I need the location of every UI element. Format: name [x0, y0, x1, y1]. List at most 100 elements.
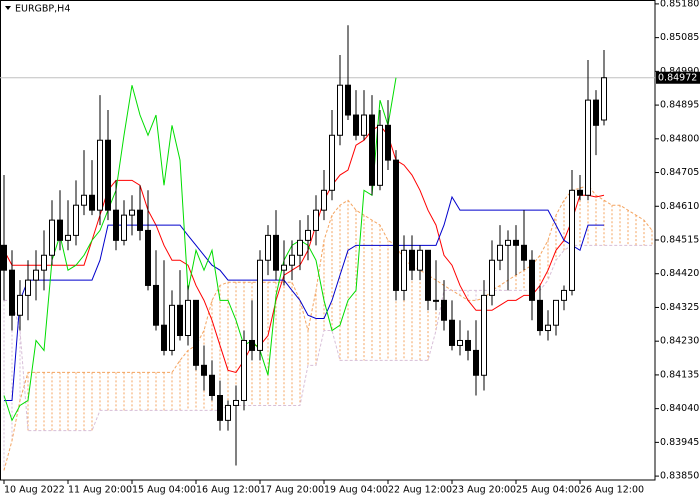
- last-price-box: [656, 71, 700, 84]
- candle-body: [465, 339, 471, 351]
- candle-body: [305, 229, 311, 241]
- x-tick-label: 26 Aug 12:00: [580, 485, 644, 496]
- x-tick-label: 11 Aug 20:00: [68, 485, 132, 496]
- y-tick-label: 0.84325: [660, 302, 699, 313]
- candle-body: [9, 269, 15, 316]
- candle-body: [289, 254, 295, 266]
- candle-body: [217, 395, 223, 421]
- y-tick-label: 0.85085: [660, 32, 699, 43]
- candle-body: [593, 99, 599, 126]
- candle-body: [521, 244, 527, 261]
- y-tick-label: 0.85180: [660, 0, 699, 9]
- x-tick-label: 22 Aug 12:00: [388, 485, 452, 496]
- candle-body: [17, 294, 23, 316]
- candle-body: [585, 99, 591, 196]
- y-tick-label: 0.83850: [660, 471, 699, 482]
- candle-body: [329, 134, 335, 191]
- candle-body: [121, 214, 127, 241]
- y-tick-label: 0.84990: [660, 66, 699, 77]
- senkou-span-a: [3, 184, 653, 471]
- candle-body: [345, 84, 351, 116]
- candle-body: [377, 124, 383, 186]
- candle-body: [457, 339, 463, 346]
- candle-body: [361, 114, 367, 136]
- indicator-line: [3, 124, 605, 374]
- y-tick-label: 0.84230: [660, 336, 699, 347]
- candle-body: [489, 259, 495, 296]
- candle-body: [417, 249, 423, 271]
- candle-body: [241, 339, 247, 401]
- y-tick-label: 0.84515: [660, 235, 699, 246]
- candle-body: [537, 299, 543, 332]
- candle-body: [313, 209, 319, 231]
- x-tick-label: 15 Aug 04:00: [132, 485, 196, 496]
- candle-body: [1, 244, 7, 271]
- candle-body: [113, 209, 119, 241]
- candle-body: [449, 319, 455, 346]
- candle-body: [385, 124, 391, 161]
- y-tick-label: 0.84610: [660, 201, 699, 212]
- candle-body: [529, 259, 535, 301]
- candle-body: [177, 304, 183, 337]
- candle-body: [193, 299, 199, 366]
- candle-body: [553, 299, 559, 326]
- x-tick-label: 10 Aug 2022: [4, 485, 65, 496]
- candle-body: [425, 249, 431, 301]
- y-tick-label: 0.84895: [660, 100, 699, 111]
- candle-body: [225, 404, 231, 421]
- candle-body: [473, 349, 479, 376]
- candle-body: [137, 209, 143, 231]
- indicator-line: [3, 77, 397, 422]
- last-price-label: 0.84972: [658, 72, 697, 83]
- candle-body: [577, 189, 583, 196]
- y-tick-label: 0.84135: [660, 369, 699, 380]
- candle-body: [49, 219, 55, 256]
- candle-body: [169, 304, 175, 351]
- candle-body: [161, 324, 167, 351]
- candle-body: [505, 239, 511, 246]
- candle-body: [57, 219, 63, 241]
- candle-body: [513, 239, 519, 246]
- candle-body: [369, 114, 375, 186]
- candle-body: [97, 139, 103, 211]
- candle-body: [321, 189, 327, 211]
- candle-body: [561, 289, 567, 301]
- candle-body: [145, 229, 151, 286]
- candle-body: [201, 364, 207, 376]
- candle-body: [265, 234, 271, 261]
- x-tick-label: 23 Aug 20:00: [452, 485, 516, 496]
- candle-body: [41, 254, 47, 271]
- candle-body: [273, 234, 279, 271]
- candle-body: [393, 159, 399, 291]
- candle-body: [233, 399, 239, 406]
- x-tick-label: 17 Aug 20:00: [260, 485, 324, 496]
- candle-body: [497, 244, 503, 261]
- candle-body: [65, 234, 71, 241]
- senkou-span-b: [4, 244, 652, 432]
- indicator-line: [4, 195, 604, 401]
- candle-body: [337, 84, 343, 136]
- candle-body: [25, 279, 31, 296]
- candle-body: [409, 249, 415, 271]
- candle-body: [545, 324, 551, 332]
- candle-body: [185, 299, 191, 337]
- candle-body: [281, 264, 287, 271]
- candle-body: [153, 284, 159, 326]
- candle-body: [105, 139, 111, 211]
- chart-title: EURGBP,H4: [15, 4, 70, 15]
- candle-body: [81, 194, 87, 206]
- candle-body: [433, 299, 439, 302]
- candle-body: [353, 114, 359, 136]
- y-tick-label: 0.84705: [660, 167, 699, 178]
- title-icon: [5, 6, 11, 10]
- candle-body: [33, 269, 39, 281]
- candle-body: [257, 259, 263, 351]
- x-tick-label: 25 Aug 04:00: [516, 485, 580, 496]
- candle-body: [73, 204, 79, 236]
- candle-body: [601, 77, 607, 121]
- y-tick-label: 0.84420: [660, 268, 699, 279]
- candle-body: [569, 189, 575, 291]
- candle-body: [481, 294, 487, 376]
